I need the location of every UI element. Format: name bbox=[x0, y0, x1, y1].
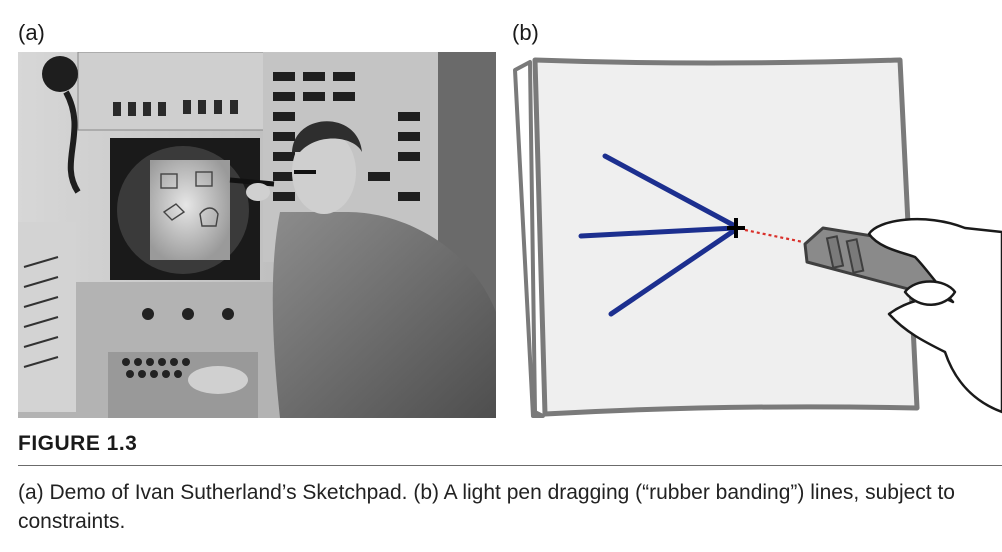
sketchpad-photo-drawing bbox=[18, 52, 496, 418]
figure-caption: (a) Demo of Ivan Sutherland’s Sketchpad.… bbox=[18, 481, 955, 533]
rubber-band-lines bbox=[578, 153, 738, 317]
line-middle bbox=[578, 225, 738, 239]
panel-b-label: (b) bbox=[512, 20, 539, 45]
divider bbox=[18, 465, 1002, 466]
line-lower bbox=[608, 227, 738, 317]
screen-side-edge bbox=[513, 60, 545, 418]
figure-title: FIGURE 1.3 bbox=[18, 432, 138, 455]
sketchpad-photo bbox=[18, 52, 496, 418]
line-upper bbox=[602, 153, 738, 229]
light-pen-drawing bbox=[513, 57, 1002, 418]
crosshair-icon bbox=[727, 218, 745, 238]
hand-icon bbox=[867, 217, 1002, 414]
light-pen-illustration bbox=[505, 52, 1002, 422]
light-beam bbox=[744, 228, 804, 244]
panel-a-label: (a) bbox=[18, 20, 45, 45]
